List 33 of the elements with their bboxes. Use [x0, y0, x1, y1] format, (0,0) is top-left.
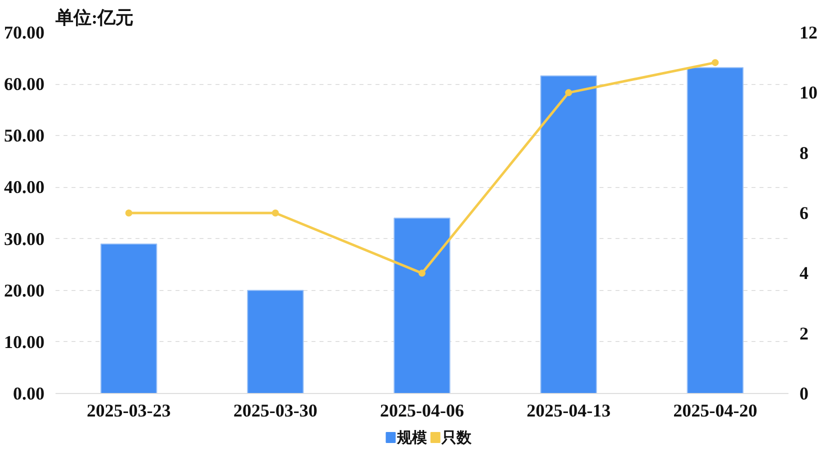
y-tick-label: 20.00	[4, 280, 44, 300]
bar	[540, 75, 597, 394]
bar	[686, 67, 744, 394]
bar	[247, 290, 304, 394]
y2-tick-label: 10	[800, 82, 818, 103]
x-tick-label: 2025-04-06	[380, 400, 464, 420]
point	[712, 59, 719, 66]
point	[125, 210, 132, 216]
y2-tick-label: 12	[800, 22, 818, 42]
point	[418, 270, 426, 277]
chart-title: 单位:亿元	[54, 8, 134, 28]
y2-tick-label: 2	[800, 323, 808, 344]
x-tick-label: 2025-04-20	[673, 400, 758, 420]
legend-label: 规模	[396, 428, 428, 446]
y-tick-label: 40.00	[4, 177, 44, 198]
bar	[100, 243, 158, 394]
y-tick-label: 0.00	[13, 384, 44, 404]
y2-tick-label: 6	[800, 203, 808, 223]
x-tick-label: 2025-03-23	[86, 400, 171, 420]
y-tick-label: 10.00	[4, 332, 44, 352]
y-tick-label: 50.00	[4, 126, 44, 146]
y2-tick-label: 8	[800, 142, 808, 163]
legend-label: 只数	[440, 428, 473, 446]
x-tick-label: 2025-03-30	[233, 400, 318, 420]
y2-tick-label: 4	[800, 263, 808, 284]
point	[565, 89, 572, 96]
y2-tick-label: 0	[800, 384, 808, 404]
bar	[394, 218, 450, 394]
x-tick-label: 2025-04-13	[526, 400, 611, 420]
y-tick-label: 70.00	[4, 22, 44, 42]
y-tick-label: 30.00	[4, 228, 44, 249]
point	[272, 210, 279, 216]
y-tick-label: 60.00	[4, 74, 44, 94]
